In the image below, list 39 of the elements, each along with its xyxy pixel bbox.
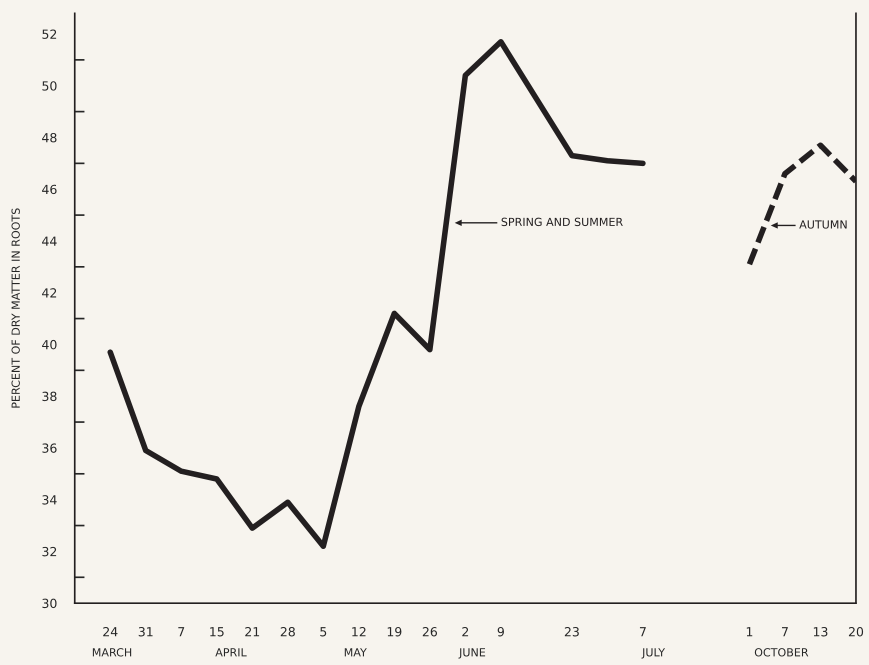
x-tick-label: 9 bbox=[498, 626, 504, 636]
x-tick-label: 13 bbox=[814, 626, 828, 636]
y-tick-label: 52 bbox=[42, 29, 56, 39]
x-tick-label: 1 bbox=[746, 627, 752, 636]
x-tick-label: 26 bbox=[422, 626, 438, 636]
y-tick-label: 48 bbox=[42, 132, 57, 142]
y-tick-label: 46 bbox=[42, 184, 57, 194]
y-tick-label: 44 bbox=[42, 236, 57, 246]
y-axis-title: PERCENT OF DRY MATTER IN ROOTS bbox=[11, 208, 20, 408]
x-tick-label: 7 bbox=[178, 627, 184, 636]
y-tick-label: 42 bbox=[42, 288, 56, 298]
y-tick-label: 32 bbox=[42, 546, 56, 556]
text: MAY bbox=[344, 648, 367, 656]
y-tick-label: 30 bbox=[42, 598, 57, 608]
x-tick-label: 15 bbox=[210, 627, 224, 636]
x-tick-label: 28 bbox=[280, 626, 295, 636]
legend-label: SPRING AND SUMMER bbox=[502, 218, 623, 226]
x-tick-label: 31 bbox=[138, 626, 153, 636]
text: JULY bbox=[642, 648, 666, 659]
x-tick-label: 21 bbox=[245, 626, 260, 636]
x-tick-label: 24 bbox=[103, 626, 118, 636]
text: APRIL bbox=[215, 648, 247, 656]
y-tick-label: 38 bbox=[42, 392, 57, 402]
text: OCTOBER bbox=[754, 648, 808, 657]
x-tick-label: 7 bbox=[640, 627, 646, 636]
x-tick-label: 19 bbox=[388, 626, 402, 636]
y-tick-label: 50 bbox=[42, 81, 57, 91]
x-tick-label: 5 bbox=[320, 627, 326, 636]
legend-label: AUTUMN bbox=[799, 220, 847, 229]
x-tick-label: 12 bbox=[352, 626, 366, 636]
text: JUNE bbox=[458, 648, 486, 659]
x-tick-label: 7 bbox=[782, 627, 788, 636]
x-tick-label: 23 bbox=[564, 626, 579, 636]
y-tick-label: 34 bbox=[42, 495, 57, 505]
y-tick-label: 36 bbox=[42, 443, 57, 453]
x-tick-label: 20 bbox=[848, 626, 864, 636]
x-tick-label: 2 bbox=[462, 626, 468, 636]
text: MARCH bbox=[92, 648, 132, 657]
y-tick-label: 40 bbox=[42, 340, 57, 350]
